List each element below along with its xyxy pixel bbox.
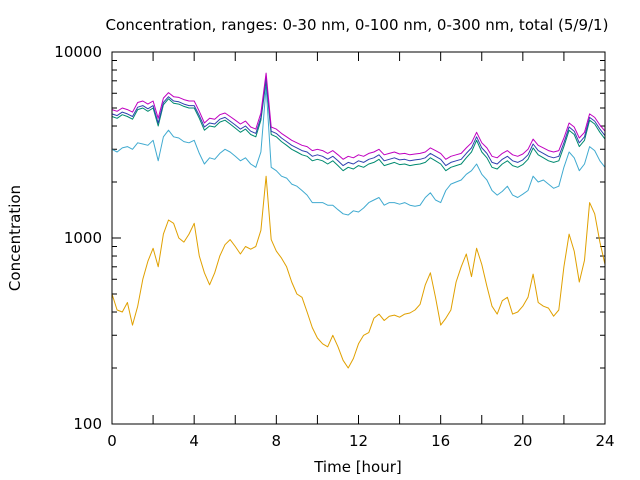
series-line-4 xyxy=(111,76,606,167)
series-group xyxy=(111,72,606,369)
series-line-5 xyxy=(111,72,606,160)
x-tick-label: 16 xyxy=(431,432,450,450)
x-tick-label: 12 xyxy=(349,432,368,450)
y-tick-label: 1000 xyxy=(64,229,102,247)
y-axis: 100 1000 10000 xyxy=(54,43,605,433)
series-line-2 xyxy=(111,86,606,216)
y-tick-label: 100 xyxy=(73,415,102,433)
plot-frame xyxy=(111,51,606,425)
x-tick-label: 0 xyxy=(107,432,117,450)
y-axis-label: Concentration xyxy=(6,185,24,291)
x-tick-label: 20 xyxy=(513,432,532,450)
chart-title: Concentration, ranges: 0-30 nm, 0-100 nm… xyxy=(106,16,609,34)
y-tick-label: 10000 xyxy=(54,43,102,61)
series-line-1 xyxy=(111,175,606,369)
x-axis-label: Time [hour] xyxy=(313,458,402,476)
series-line-3 xyxy=(111,80,606,172)
x-tick-label: 24 xyxy=(595,432,614,450)
x-tick-label: 4 xyxy=(189,432,199,450)
x-tick-label: 8 xyxy=(272,432,282,450)
x-axis: 0 4 8 12 16 20 24 xyxy=(107,52,615,450)
